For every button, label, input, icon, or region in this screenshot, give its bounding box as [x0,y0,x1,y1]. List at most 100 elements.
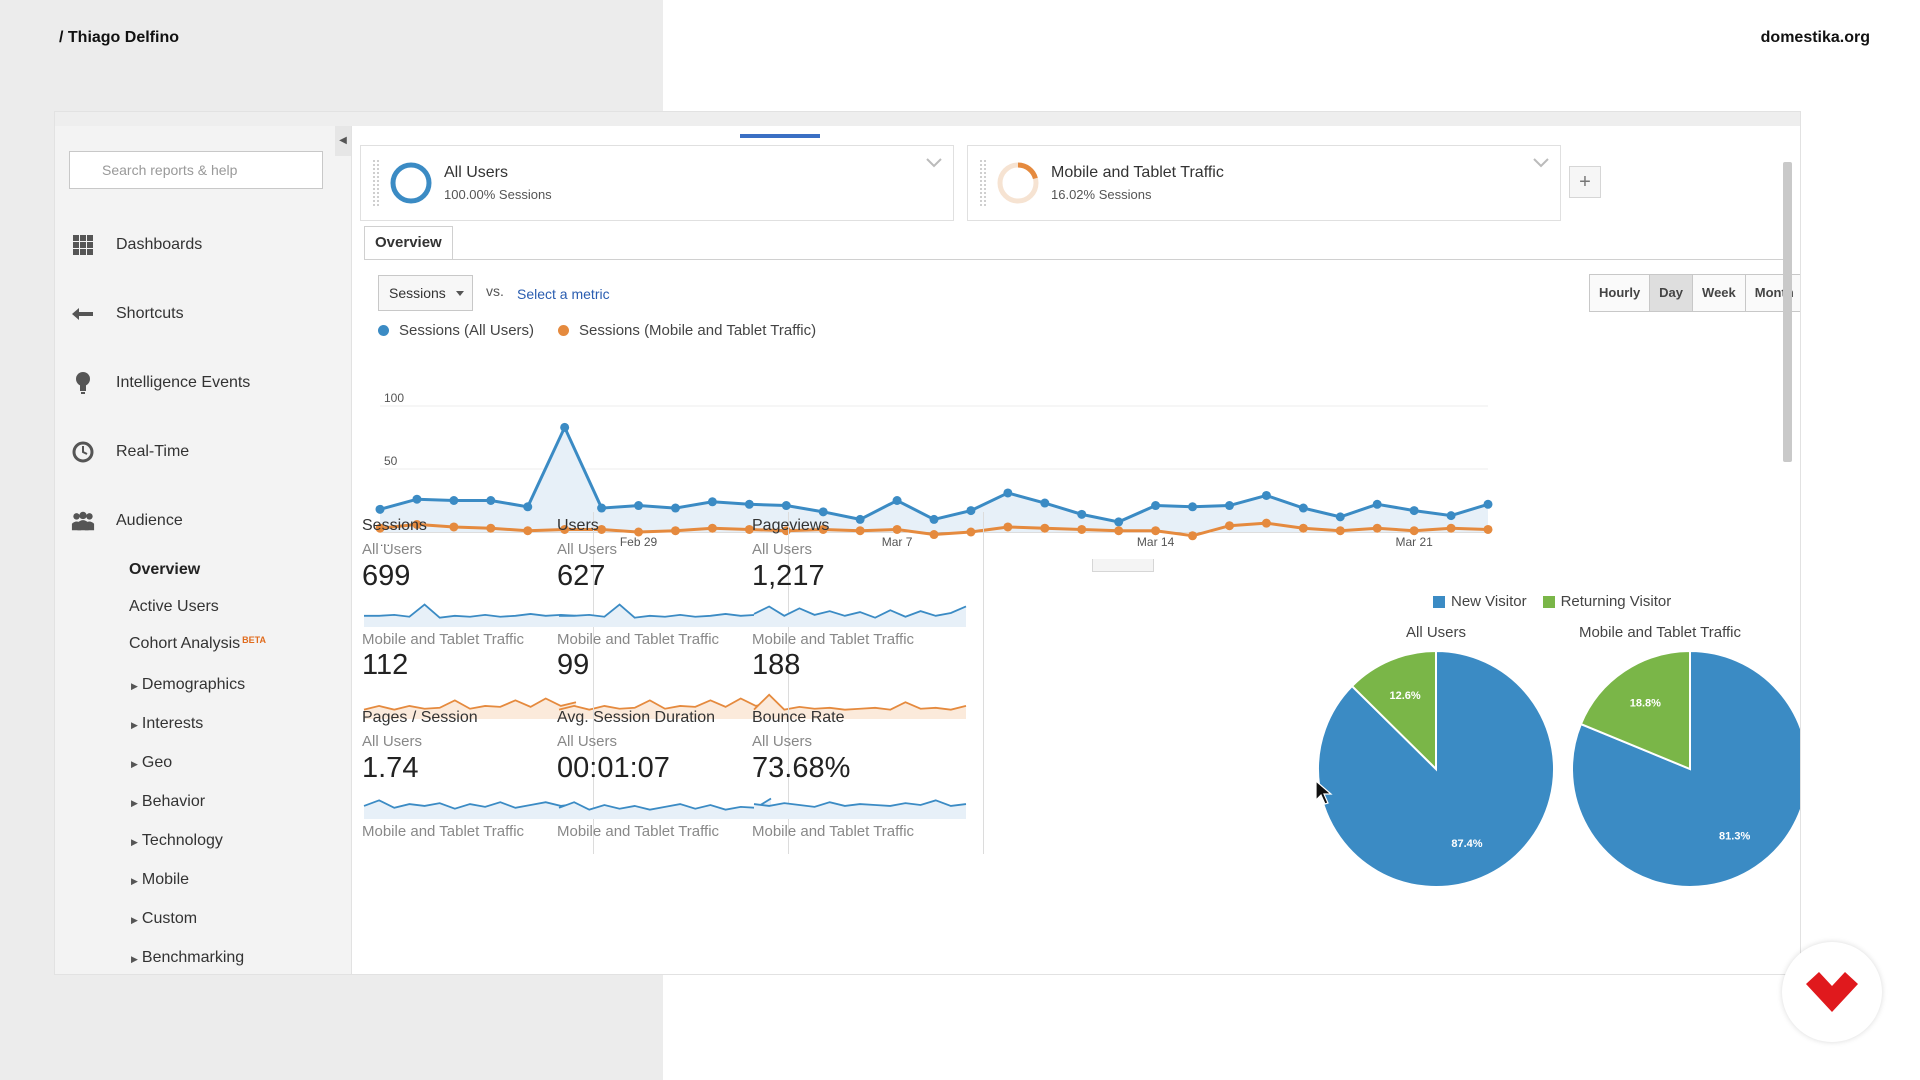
data-point[interactable] [1261,518,1271,528]
sidebar-group-mobile[interactable]: ▶ Mobile [131,871,189,889]
data-point[interactable] [1224,521,1234,531]
data-point[interactable] [523,502,533,512]
sidebar-group-technology[interactable]: ▶ Technology [131,832,223,850]
select-metric-link[interactable]: Select a metric [517,286,610,302]
data-point[interactable] [744,524,754,534]
tab-overview[interactable]: Overview [364,226,453,260]
sidebar-collapse-button[interactable]: ◀ [335,126,351,156]
data-point[interactable] [929,514,939,524]
sidebar-group-demographics[interactable]: ▶ Demographics [131,676,245,694]
sidebar-item-audience[interactable]: Audience [71,506,331,536]
sidebar-item-real-time[interactable]: Real-Time [71,437,331,467]
pie-slice[interactable] [1579,649,1691,771]
data-point[interactable] [375,523,385,533]
pie-slice[interactable] [1317,649,1555,888]
metric-select[interactable]: Sessions [378,275,473,311]
data-point[interactable] [486,523,496,533]
search-input[interactable]: Search reports & help [69,151,323,189]
sidebar-subitem-overview[interactable]: Overview [129,561,201,578]
data-point[interactable] [1114,517,1124,527]
data-point[interactable] [1483,499,1493,509]
granularity-week-button[interactable]: Week [1693,275,1746,311]
chart-collapse-handle[interactable] [1092,559,1154,572]
sidebar-group-custom[interactable]: ▶ Custom [131,910,197,928]
data-point[interactable] [781,501,791,511]
data-point[interactable] [1261,490,1271,500]
data-point[interactable] [707,523,717,533]
data-point[interactable] [634,501,644,511]
vertical-scrollbar[interactable] [1783,162,1792,462]
data-point[interactable] [412,494,422,504]
data-point[interactable] [707,497,717,507]
data-point[interactable] [1188,502,1198,512]
data-point[interactable] [449,496,459,505]
data-point[interactable] [818,524,828,534]
data-point[interactable] [1151,501,1161,511]
data-point[interactable] [1372,523,1382,533]
drag-handle[interactable] [980,160,986,206]
data-point[interactable] [523,526,533,536]
segment-card-mobile-tablet[interactable]: Mobile and Tablet Traffic 16.02% Session… [967,145,1561,221]
sidebar-item-intelligence-events[interactable]: Intelligence Events [71,368,331,398]
data-point[interactable] [1003,488,1013,498]
data-point[interactable] [1188,531,1198,541]
sidebar-item-shortcuts[interactable]: Shortcuts [71,299,331,329]
segment-card-all-users[interactable]: All Users 100.00% Sessions [360,145,954,221]
sidebar-subitem-active-users[interactable]: Active Users [129,598,219,615]
data-point[interactable] [670,503,680,513]
data-point[interactable] [1077,524,1087,534]
pie-slice[interactable] [1350,649,1437,772]
data-point[interactable] [1446,511,1456,521]
data-point[interactable] [855,526,865,536]
data-point[interactable] [560,524,570,534]
data-point[interactable] [855,514,865,524]
data-point[interactable] [892,496,902,505]
data-point[interactable] [412,519,422,529]
data-point[interactable] [1335,526,1345,536]
data-point[interactable] [1446,523,1456,533]
drag-handle[interactable] [373,160,379,206]
data-point[interactable] [1077,509,1087,519]
sidebar-group-benchmarking[interactable]: ▶ Benchmarking [131,949,244,967]
data-point[interactable] [744,499,754,509]
data-point[interactable] [966,527,976,537]
sidebar-subitem-cohort-analysis[interactable]: Cohort Analysis BETA [129,635,266,653]
data-point[interactable] [597,503,607,513]
data-point[interactable] [1151,526,1161,536]
data-point[interactable] [597,524,607,534]
data-point[interactable] [966,506,976,516]
data-point[interactable] [818,507,828,517]
data-point[interactable] [486,496,496,505]
chevron-down-icon[interactable] [1532,156,1550,170]
data-point[interactable] [1003,522,1013,532]
data-point[interactable] [1372,499,1382,509]
data-point[interactable] [634,527,644,537]
data-point[interactable] [1040,523,1050,533]
data-point[interactable] [375,504,385,514]
chevron-down-icon[interactable] [925,156,943,170]
sidebar-item-dashboards[interactable]: Dashboards [71,230,331,260]
granularity-hourly-button[interactable]: Hourly [1590,275,1651,311]
data-point[interactable] [1114,526,1124,536]
data-point[interactable] [1224,501,1234,511]
data-point[interactable] [1409,506,1419,516]
pie-slice[interactable] [1571,649,1800,888]
data-point[interactable] [1298,523,1308,533]
legend-item[interactable]: New Visitor [1433,593,1527,610]
granularity-day-button[interactable]: Day [1650,275,1694,311]
sidebar-group-geo[interactable]: ▶ Geo [131,754,172,772]
data-point[interactable] [1483,524,1493,534]
data-point[interactable] [892,524,902,534]
data-point[interactable] [1040,498,1050,508]
data-point[interactable] [1409,526,1419,536]
data-point[interactable] [560,422,570,432]
data-point[interactable] [449,522,459,532]
legend-item[interactable]: Sessions (All Users) [378,322,534,339]
sidebar-group-interests[interactable]: ▶ Interests [131,715,203,733]
data-point[interactable] [1298,503,1308,513]
legend-item[interactable]: Sessions (Mobile and Tablet Traffic) [558,322,816,339]
data-point[interactable] [1335,512,1345,522]
legend-item[interactable]: Returning Visitor [1542,593,1671,610]
sidebar-group-behavior[interactable]: ▶ Behavior [131,793,205,811]
data-point[interactable] [670,526,680,536]
